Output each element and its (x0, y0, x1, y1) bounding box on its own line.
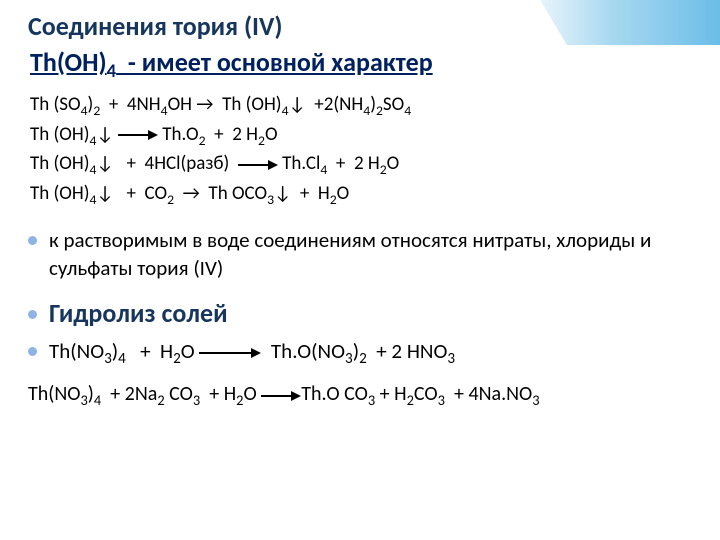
equations-block: Th (SO4)2 + 4NH4OH → Th (OH)4↓ +2(NH4)2S… (30, 91, 692, 210)
reaction-arrow-icon (199, 347, 261, 359)
bullet-dot-icon (28, 347, 37, 356)
bullet-dot-icon (28, 236, 37, 245)
bullet-text-2: Гидролиз солей (49, 296, 228, 331)
bullet-text-1: к растворимым в воде соединениям относят… (49, 226, 692, 283)
bullet-dot-icon (28, 310, 37, 319)
bullet-item-1: к растворимым в воде соединениям относят… (28, 226, 692, 283)
bullet-item-2: Гидролиз солей (28, 296, 692, 331)
equation-1: Th (SO4)2 + 4NH4OH → Th (OH)4↓ +2(NH4)2S… (30, 91, 692, 121)
hydro2-left: Th(NO3)4 + 2Na2 CO3 + H2O (28, 382, 261, 406)
hydrolysis-eq-2: Th(NO3)4 + 2Na2 CO3 + H2O Th.O CO3 + H2C… (28, 382, 692, 409)
slide-subtitle: Th(OH)4 - имеет основной характер (30, 46, 692, 83)
hydro1-right: Th.O(NO3)2 + 2 HNO3 (261, 338, 455, 364)
bullet-item-3: Th(NO3)4 + H2O Th.O(NO3)2 + 2 HNO3 (28, 336, 692, 371)
hydrolysis-eq-1: Th(NO3)4 + H2O Th.O(NO3)2 + 2 HNO3 (49, 336, 455, 371)
header-banner-decoration (540, 0, 720, 45)
reaction-arrow-icon (261, 390, 301, 402)
equation-2: Th (OH)4↓ Th.O2 + 2 H2O (30, 121, 692, 151)
equation-4: Th (OH)4↓ + CO2 → Th OCO3↓ + H2O (30, 180, 692, 210)
slide-content: Соединения тория (IV) Th(OH)4 - имеет ос… (0, 0, 720, 419)
hydro2-right: Th.O CO3 + H2CO3 + 4Na.NO3 (301, 382, 539, 406)
hydro1-left: Th(NO3)4 + H2O (49, 338, 199, 364)
equation-3: Th (OH)4↓ + 4HCl(разб) Th.Cl4 + 2 H2O (30, 150, 692, 180)
